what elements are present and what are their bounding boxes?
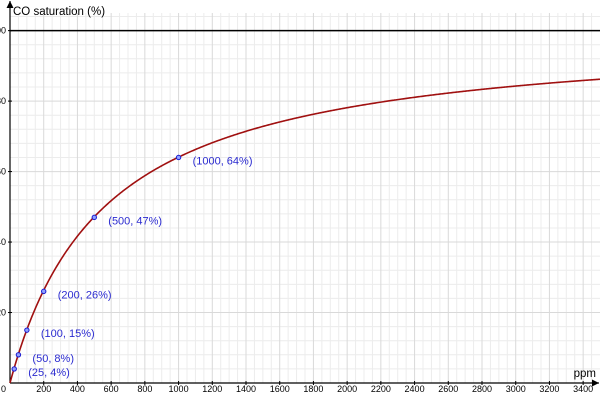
y-axis-title: CO saturation (%) [13, 6, 105, 18]
x-tick-label: 3200 [539, 384, 559, 394]
origin-label: 0 [1, 384, 6, 394]
saturation-curve [9, 78, 600, 384]
x-tick-label: 400 [70, 384, 85, 394]
x-axis-arrow [592, 379, 599, 387]
series-line [9, 78, 600, 384]
x-tick-label: 2800 [472, 384, 492, 394]
y-tick-label: 80 [0, 96, 6, 106]
data-point [175, 154, 182, 161]
x-tick-label: 2400 [405, 384, 425, 394]
x-tick-label: 200 [36, 384, 51, 394]
data-label: (1000, 64%) [193, 155, 253, 167]
y-tick-label: 20 [0, 308, 6, 318]
x-tick-label: 800 [137, 384, 152, 394]
y-tick-label: 60 [0, 167, 6, 177]
data-label: (25, 4%) [28, 367, 70, 379]
y-tick-label: 100 [0, 26, 6, 36]
x-tick-label: 2200 [371, 384, 391, 394]
y-tick-label: 40 [0, 237, 6, 247]
x-tick-label: 1400 [236, 384, 256, 394]
x-tick-label: 600 [104, 384, 119, 394]
x-axis-title: ppm [574, 368, 596, 380]
data-point [11, 366, 17, 372]
x-tick-label: 1000 [169, 384, 189, 394]
data-point [41, 288, 47, 295]
data-label: (200, 26%) [58, 289, 112, 301]
x-tick-label: 3000 [506, 384, 526, 394]
data-point [15, 352, 22, 358]
x-tick-label: 3400 [573, 384, 593, 394]
y-axis-arrow [6, 1, 14, 8]
point-labels: (25, 4%) (50, 8%) (100, 15%) (200, 26%) (500… [28, 155, 252, 378]
x-tick-label: 2600 [438, 384, 458, 394]
x-tick-label: 1600 [270, 384, 290, 394]
x-tick-label: 2000 [337, 384, 357, 394]
x-tick-label: 1200 [202, 384, 222, 394]
data-label: (100, 15%) [41, 328, 95, 340]
data-point [24, 327, 30, 333]
grid [10, 13, 600, 383]
x-tick-label: 1800 [303, 384, 323, 394]
data-point [91, 214, 97, 221]
data-label: (50, 8%) [32, 353, 74, 365]
data-points [11, 154, 182, 372]
data-label: (500, 47%) [108, 215, 162, 227]
